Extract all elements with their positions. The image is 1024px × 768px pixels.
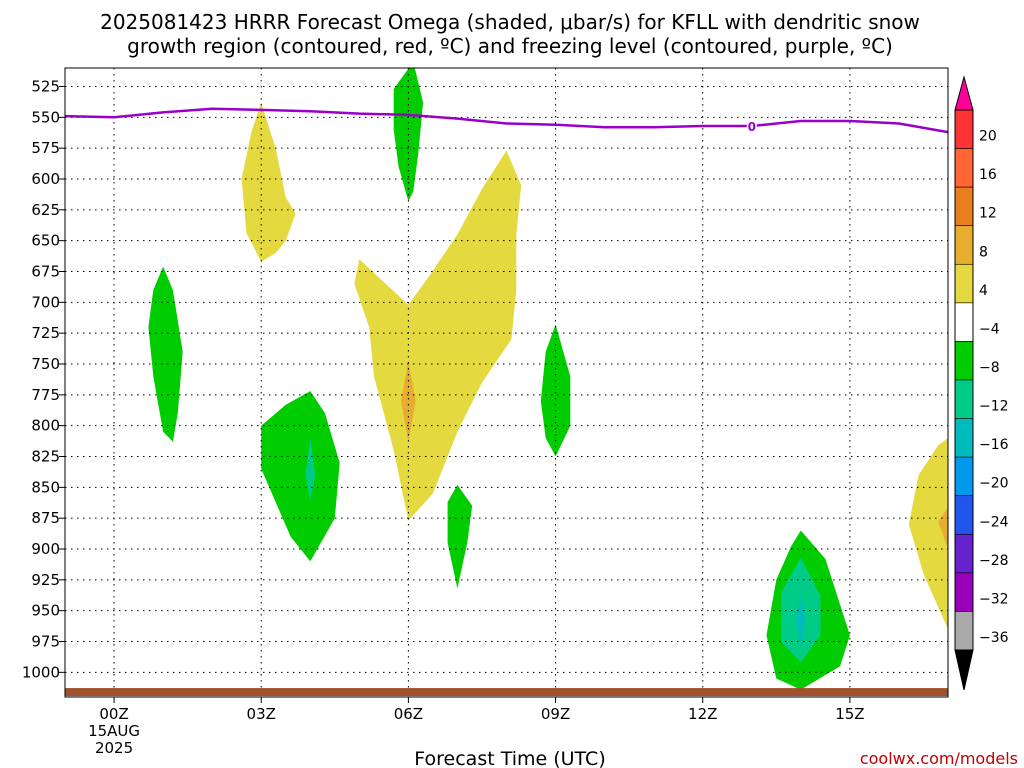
colorbar-segment-1	[954, 148, 974, 188]
axes: 525 550 575 600 625 650 675 700 725 750 775 800 825 8…	[22, 67, 949, 757]
colorbar-segment-9	[954, 456, 974, 497]
y-tick-label-775: 775	[31, 386, 60, 404]
y-tick-label-900: 900	[31, 540, 60, 558]
colorbar-segment-13	[954, 611, 974, 651]
omega-region-10	[354, 150, 522, 521]
colorbar-segment-5	[954, 302, 974, 342]
colorbar-label-10: −24	[979, 514, 1009, 530]
colorbar-segment-0	[954, 109, 974, 149]
colorbar-segment-12	[954, 572, 974, 612]
omega-region-9	[241, 102, 296, 262]
colorbar-segment-7	[954, 379, 974, 419]
x-tick-label-12Z: 12Z	[688, 705, 717, 723]
colorbar-label-4: 4	[979, 283, 988, 299]
plot-clipped-group: 0	[65, 68, 948, 697]
colorbar-segment-4	[954, 263, 974, 304]
omega-region-13	[938, 507, 948, 549]
colorbar-label-6: −8	[979, 360, 1000, 376]
colorbar-label-1: 16	[979, 167, 997, 183]
colorbar: 20 16 12 8 4 −4 −8 −12 −16 −20 −24 −28 −32 −36	[954, 75, 1009, 691]
x-tick-label-00Z: 00Z	[99, 705, 128, 723]
y-tick-label-1000: 1000	[22, 663, 60, 681]
y-tick-label-850: 850	[31, 478, 60, 496]
y-tick-label-575: 575	[31, 139, 60, 157]
freezing-level-label-bg	[746, 117, 757, 134]
colorbar-segment-6	[954, 341, 974, 381]
colorbar-segment-11	[954, 533, 974, 574]
colorbar-label-3: 8	[979, 244, 988, 260]
x-tick-sublabel-year: 2025	[95, 739, 133, 757]
chart-title-line2: growth region (contoured, red, ºC) and f…	[127, 34, 893, 58]
colorbar-segment-10	[954, 495, 974, 535]
x-tick-sublabel-date: 15AUG	[88, 722, 140, 740]
omega-region-5	[540, 324, 571, 457]
freezing-level-label: 0	[748, 120, 756, 134]
omega-region-2	[305, 438, 316, 501]
y-tick-label-950: 950	[31, 602, 60, 620]
colorbar-label-5: −4	[979, 321, 1000, 337]
colorbar-label-8: −16	[979, 437, 1009, 453]
y-tick-label-925: 925	[31, 571, 60, 589]
colorbar-label-0: 20	[979, 129, 997, 145]
y-tick-label-825: 825	[31, 448, 60, 466]
y-tick-label-750: 750	[31, 355, 60, 373]
x-tick-label-06Z: 06Z	[394, 705, 423, 723]
omega-region-0	[148, 266, 183, 442]
colorbar-top-triangle	[954, 75, 974, 111]
omega-region-8	[795, 598, 806, 646]
colorbar-bottom-triangle	[954, 649, 974, 691]
colorbar-segment-2	[954, 186, 974, 227]
omega-region-11	[401, 361, 416, 442]
colorbar-segment-8	[954, 418, 974, 458]
omega-region-12	[908, 438, 948, 630]
omega-region-1	[261, 391, 340, 562]
colorbar-label-2: 12	[979, 206, 997, 222]
y-tick-label-875: 875	[31, 509, 60, 527]
colorbar-frame	[954, 109, 974, 651]
credit-text: coolwx.com/models	[860, 749, 1018, 768]
colorbar-label-9: −20	[979, 476, 1009, 492]
omega-region-4	[447, 484, 473, 589]
y-tick-label-600: 600	[31, 170, 60, 188]
colorbar-label-7: −12	[979, 399, 1009, 415]
y-tick-label-675: 675	[31, 263, 60, 281]
colorbar-label-11: −28	[979, 553, 1009, 569]
y-tick-label-700: 700	[31, 293, 60, 311]
plot-area: 0	[65, 68, 948, 697]
y-tick-label-650: 650	[31, 232, 60, 250]
x-tick-label-15Z: 15Z	[835, 705, 864, 723]
x-axis-label: Forecast Time (UTC)	[414, 748, 605, 768]
omega-region-3	[393, 68, 424, 202]
chart-title-line1: 2025081423 HRRR Forecast Omega (shaded, …	[100, 10, 920, 34]
colorbar-segment-3	[954, 225, 974, 265]
x-tick-label-03Z: 03Z	[247, 705, 276, 723]
plot-frame	[64, 67, 949, 698]
y-tick-label-550: 550	[31, 108, 60, 126]
colorbar-label-13: −36	[979, 630, 1009, 646]
y-tick-label-800: 800	[31, 417, 60, 435]
y-tick-label-625: 625	[31, 201, 60, 219]
x-tick-label-09Z: 09Z	[541, 705, 570, 723]
surface-band	[65, 688, 948, 697]
y-tick-label-975: 975	[31, 633, 60, 651]
y-tick-label-725: 725	[31, 324, 60, 342]
y-tick-label-525: 525	[31, 78, 60, 96]
colorbar-label-12: −32	[979, 591, 1009, 607]
freezing-level-line	[65, 107, 948, 134]
